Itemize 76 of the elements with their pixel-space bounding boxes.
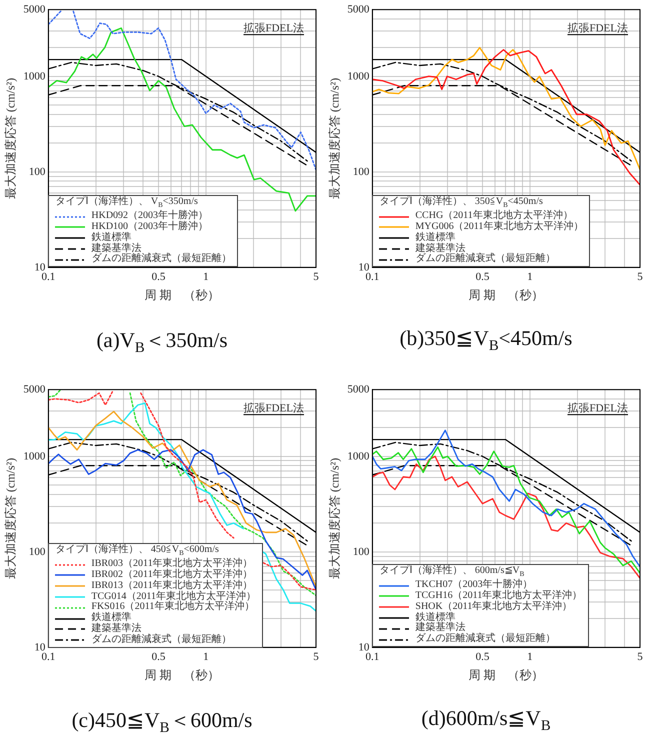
- text: (c)450≦V$_{B}$＜600m/s: [70, 707, 254, 738]
- y-tick-label: 10: [34, 641, 46, 654]
- y-tick-label: 10: [358, 641, 370, 654]
- y-axis-title: 最大加速度応答 (cm/s²): [327, 78, 342, 200]
- legend-label: SHOK（2011年東北地方太平洋沖）: [415, 600, 572, 612]
- x-tick-label: 0.1: [42, 270, 56, 283]
- annotation: 拡張FDEL法: [568, 402, 628, 415]
- x-tick-label: 0.5: [476, 270, 490, 283]
- y-tick-label: 10: [34, 261, 46, 274]
- legend-label: 鉄道標準: [91, 612, 132, 624]
- y-tick-label: 100: [28, 166, 46, 178]
- y-axis-title: 最大加速度応答 (cm/s²): [3, 78, 18, 200]
- x-axis-title: 周 期 （秒）: [468, 668, 544, 682]
- legend-title: タイプⅠ（海洋性）、 600m/s≦V$_{B}$: [378, 565, 526, 578]
- y-tick-label: 100: [352, 546, 370, 558]
- y-tick-label: 5000: [347, 3, 370, 16]
- y-tick-label: 1000: [23, 450, 46, 462]
- y-tick-label: 1000: [23, 70, 46, 82]
- x-tick-label: 5: [313, 270, 320, 283]
- legend-label: IBR013（2011年東北地方太平洋沖）: [91, 580, 253, 591]
- annotation: 拡張FDEL法: [244, 22, 304, 35]
- x-tick-label: 1: [203, 270, 209, 283]
- y-axis-title: 最大加速度応答 (cm/s²): [3, 458, 18, 580]
- x-tick-label: 5: [637, 270, 644, 283]
- legend-label: 建築基準法: [415, 242, 466, 254]
- legend-label: TCGH16（2011年東北地方太平洋沖）: [415, 590, 582, 601]
- legend-label: 建築基準法: [91, 622, 142, 634]
- legend-label: FKS016（2011年東北地方太平洋沖）: [91, 601, 254, 612]
- legend-label: IBR002（2011年東北地方太平洋沖）: [91, 568, 253, 580]
- legend-label: ダムの距離減衰式（最短距離）: [415, 253, 556, 266]
- y-tick-label: 5000: [23, 3, 46, 16]
- x-tick-label: 0.1: [366, 270, 380, 283]
- x-tick-label: 5: [637, 650, 644, 663]
- legend-label: HKD100（2003年十勝沖）: [91, 220, 208, 232]
- y-tick-label: 1000: [347, 70, 370, 82]
- x-tick-label: 1: [527, 650, 533, 663]
- x-axis-title: 周 期 （秒）: [144, 288, 220, 302]
- legend-label: 鉄道標準: [415, 612, 456, 623]
- annotation: 拡張FDEL法: [244, 402, 304, 415]
- legend-label: ダムの距離減衰式（最短距離）: [91, 253, 232, 266]
- x-tick-label: 0.1: [366, 650, 380, 663]
- legend-label: HKD092（2003年十勝沖）: [91, 210, 208, 222]
- text: (b)350≦V$_{B}$<450m/s: [398, 326, 574, 356]
- y-tick-label: 100: [352, 166, 370, 178]
- x-tick-label: 5: [313, 650, 320, 663]
- legend-label: CCHG（2011年東北地方太平洋沖）: [415, 210, 573, 222]
- legend-label: 鉄道標準: [415, 232, 456, 243]
- y-tick-label: 5000: [347, 383, 370, 396]
- x-tick-label: 0.5: [476, 650, 490, 663]
- x-tick-label: 0.5: [152, 650, 166, 663]
- legend-label: TCG014（2011年東北地方太平洋沖）: [91, 590, 256, 602]
- y-tick-label: 5000: [23, 383, 46, 396]
- text: (a)V$_{B}$＜350m/s: [95, 327, 229, 358]
- x-axis-title: 周 期 （秒）: [144, 668, 220, 682]
- text: (d)600m/s≦V$_{B}$: [420, 706, 552, 736]
- legend-title: タイプⅠ（海洋性）、 V$_{B}$<350m/s: [54, 196, 199, 210]
- legend-label: MYG006（2011年東北地方太平洋沖）: [415, 220, 584, 232]
- legend-label: ダムの距離減衰式（最短距離）: [415, 633, 556, 645]
- y-tick-label: 1000: [347, 450, 370, 462]
- x-tick-label: 1: [527, 270, 533, 283]
- x-axis-title: 周 期 （秒）: [468, 288, 544, 302]
- x-tick-label: 0.5: [152, 270, 166, 283]
- legend-label: TKCH07（2003年十勝沖）: [415, 579, 533, 590]
- legend-label: 建築基準法: [415, 622, 466, 634]
- legend-title: タイプⅠ（海洋性）、 350≦V$_{B}$<450m/s: [378, 196, 544, 210]
- legend-label: ダムの距離減衰式（最短距離）: [91, 634, 232, 646]
- y-tick-label: 100: [28, 546, 46, 558]
- legend-label: 鉄道標準: [91, 232, 132, 243]
- x-tick-label: 1: [203, 650, 209, 663]
- y-tick-label: 10: [358, 261, 370, 274]
- legend-label: IBR003（2011年東北地方太平洋沖）: [91, 558, 253, 570]
- legend-title: タイプⅠ（海洋性）、 450≦V$_{B}$<600m/s: [54, 544, 220, 558]
- legend-label: 建築基準法: [91, 242, 142, 254]
- annotation: 拡張FDEL法: [568, 22, 628, 35]
- x-tick-label: 0.1: [42, 650, 56, 663]
- y-axis-title: 最大加速度応答 (cm/s²): [327, 458, 342, 580]
